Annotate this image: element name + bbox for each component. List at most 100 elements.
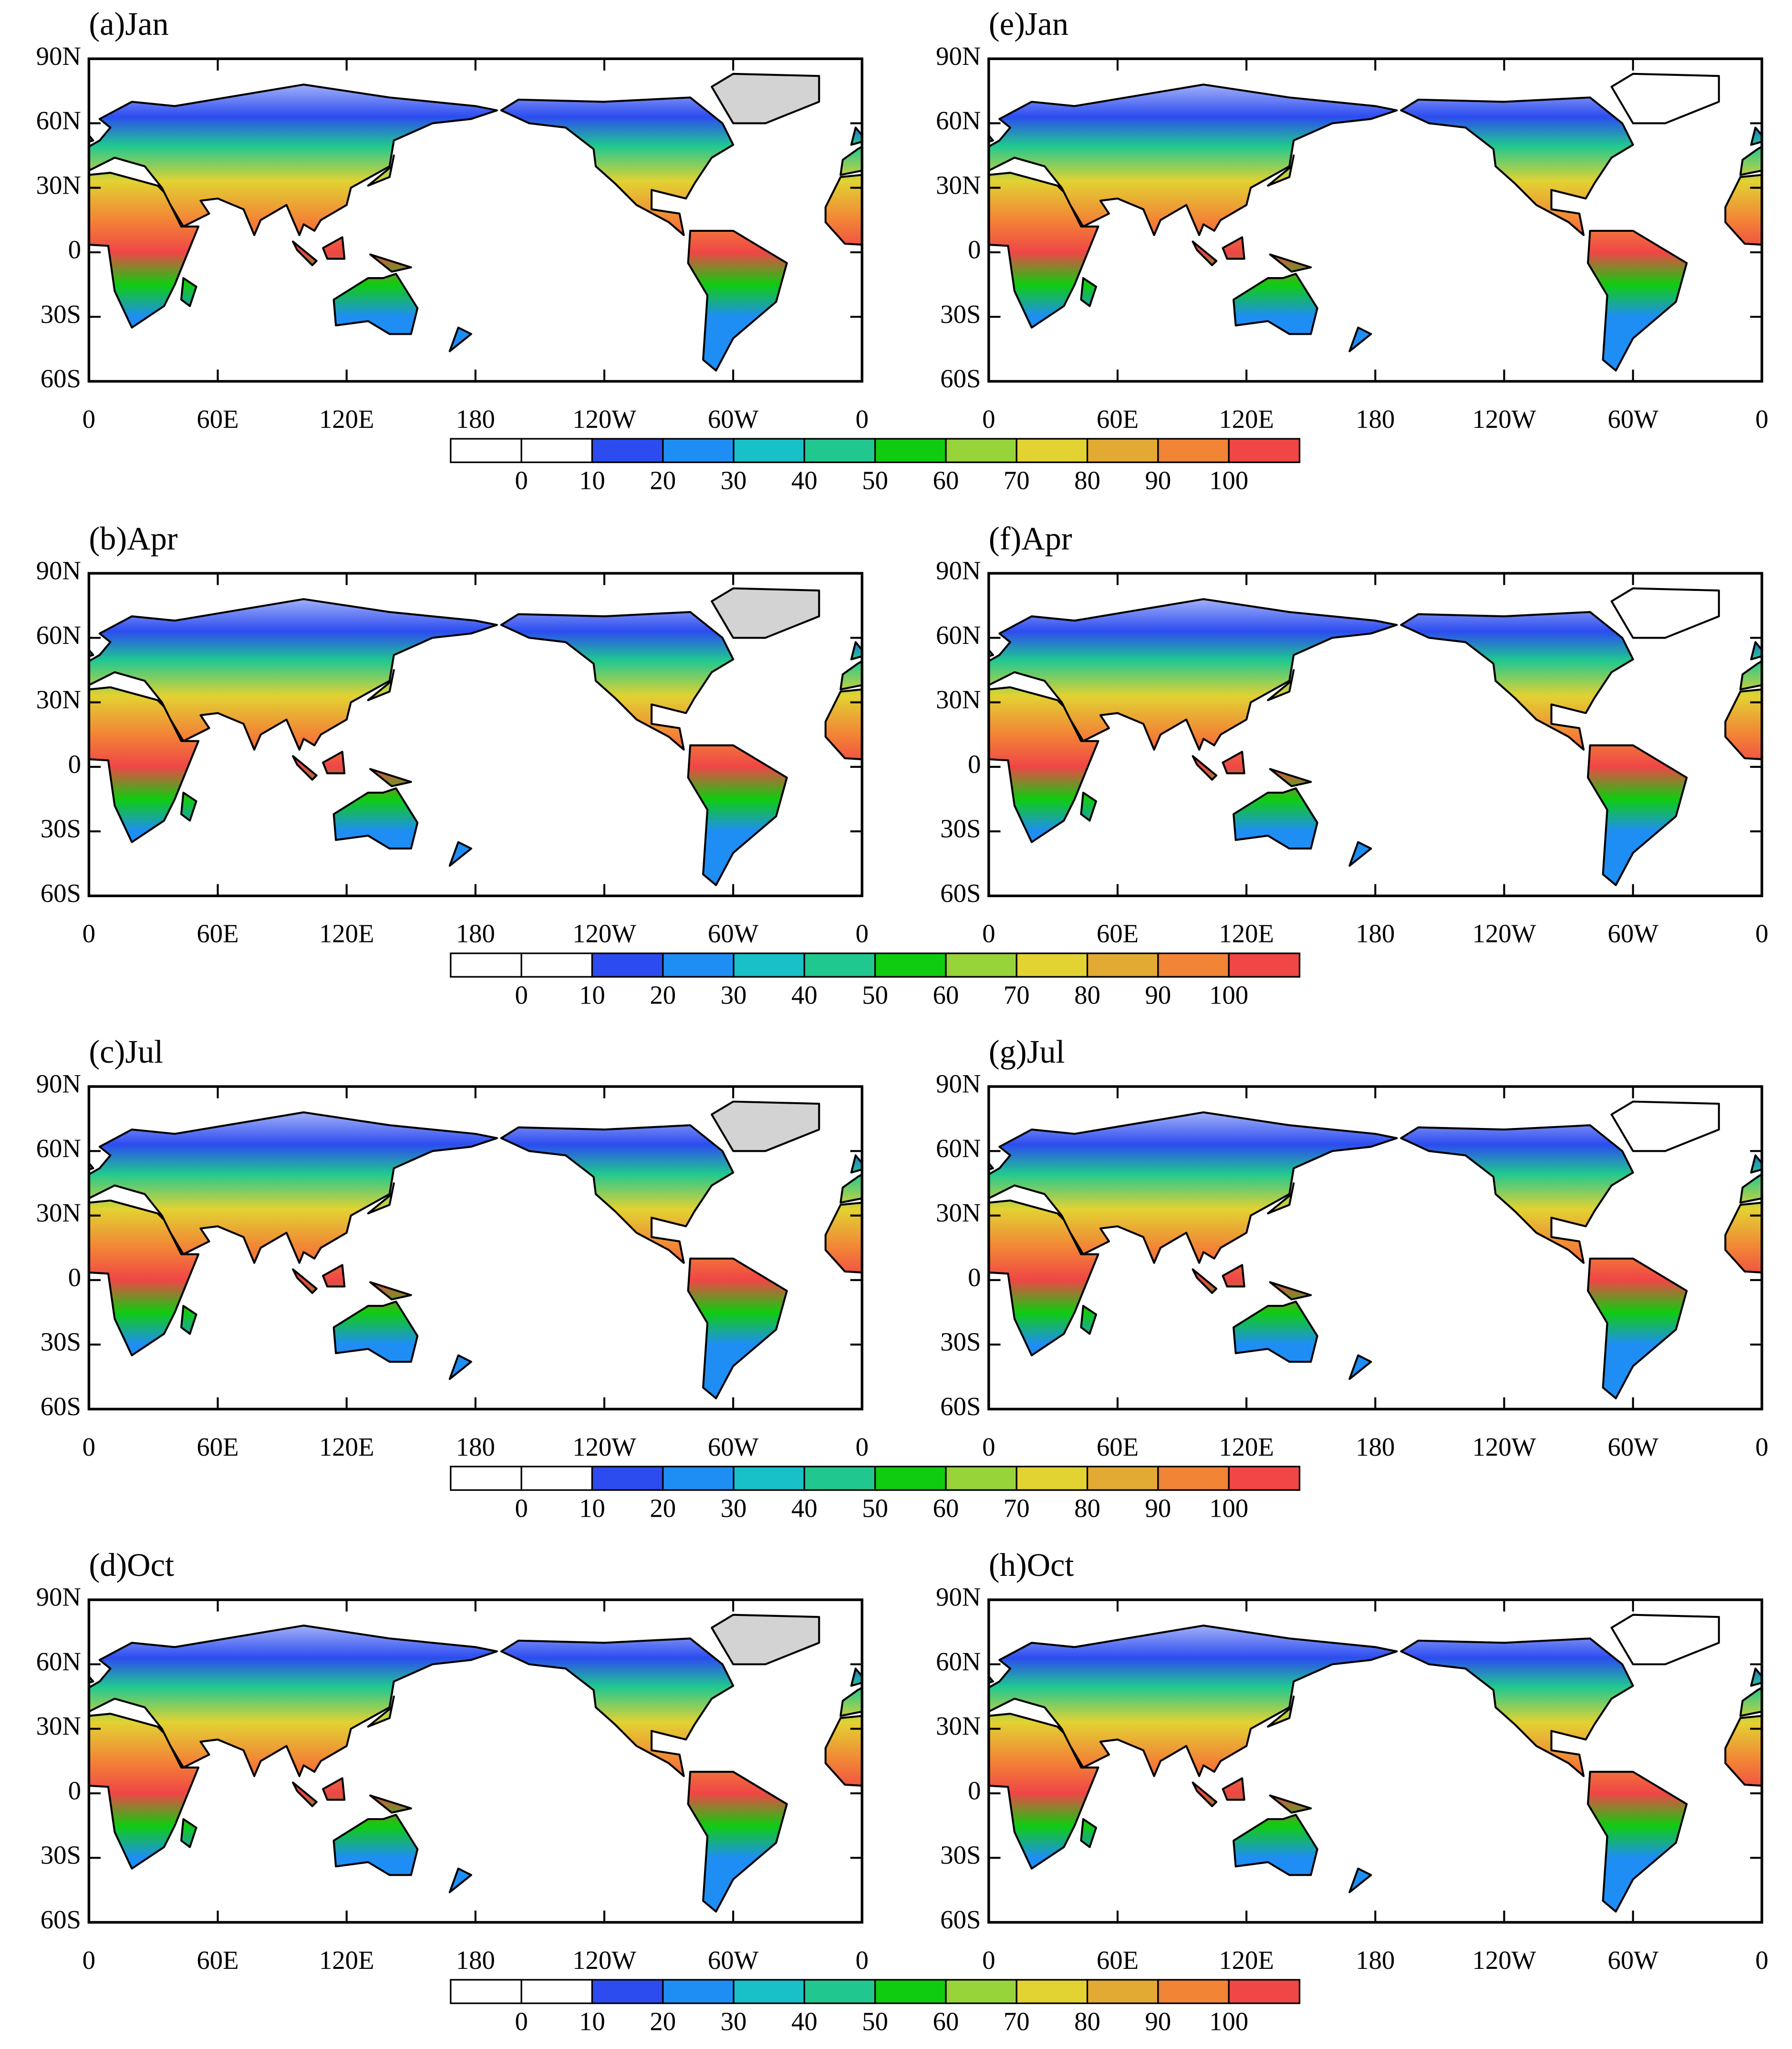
land-mass bbox=[1269, 1281, 1312, 1301]
colorbar-label: 40 bbox=[791, 2007, 818, 2036]
land-mass bbox=[1191, 1268, 1218, 1294]
land-mass bbox=[1587, 1257, 1688, 1399]
colorbar-box bbox=[1086, 952, 1159, 978]
land-mass bbox=[322, 1264, 346, 1288]
x-tick-label: 0 bbox=[1755, 404, 1768, 434]
land-mass bbox=[824, 174, 862, 246]
x-tick-label: 120E bbox=[1219, 1946, 1274, 1975]
colorbar-box bbox=[591, 438, 664, 463]
colorbar-label: 40 bbox=[791, 466, 818, 495]
x-tick-label: 60E bbox=[197, 1946, 238, 1975]
land-mass bbox=[1348, 841, 1372, 867]
colorbar-label: 40 bbox=[791, 1493, 818, 1522]
land bbox=[89, 1614, 1560, 1913]
land-mass bbox=[988, 1713, 1099, 1870]
land-mass bbox=[1461, 1772, 1560, 1912]
x-tick-label: 120W bbox=[572, 919, 636, 948]
colorbar-box bbox=[803, 1466, 876, 1491]
colorbar-label: 100 bbox=[1209, 2007, 1248, 2036]
x-tick-label: 60E bbox=[1097, 1946, 1139, 1975]
y-tick-label: 60N bbox=[936, 1134, 981, 1163]
x-tick-label: 0 bbox=[856, 919, 869, 948]
colorbar-box bbox=[1157, 952, 1230, 978]
colorbar-label: 0 bbox=[515, 2007, 528, 2036]
colorbar-box bbox=[945, 952, 1017, 978]
land-mass bbox=[1143, 254, 1184, 271]
colorbar-label: 80 bbox=[1074, 466, 1100, 495]
land-mass bbox=[1724, 174, 1762, 246]
colorbar-label: 50 bbox=[862, 980, 888, 1009]
land-mass bbox=[1107, 274, 1191, 334]
colorbar-box bbox=[1157, 438, 1230, 463]
panel-title: (c)Jul bbox=[89, 1034, 163, 1070]
land-mass bbox=[711, 587, 820, 639]
land-mass bbox=[1223, 1356, 1244, 1379]
land-mass bbox=[1267, 669, 1295, 702]
y-tick-label: 60S bbox=[940, 879, 981, 908]
x-tick-label: 0 bbox=[856, 1946, 869, 1975]
land-mass bbox=[1587, 229, 1688, 372]
land-mass bbox=[1223, 328, 1244, 352]
land-mass bbox=[988, 83, 1398, 236]
land-mass bbox=[850, 1667, 862, 1687]
x-tick-label: 120E bbox=[1219, 404, 1274, 434]
colorbar: 0 10 20 30 40 50 60 70 80 90 100 bbox=[450, 952, 1301, 1009]
y-tick-label: 90N bbox=[936, 556, 981, 585]
x-tick-label: 180 bbox=[1356, 1946, 1395, 1975]
colorbar-box bbox=[450, 952, 522, 978]
land-mass bbox=[1223, 842, 1244, 866]
land-mass bbox=[1223, 1869, 1244, 1893]
land-mass bbox=[500, 611, 735, 751]
land-mass bbox=[1724, 688, 1762, 760]
land-mass bbox=[1400, 611, 1634, 751]
colorbar-label: 80 bbox=[1074, 2007, 1100, 2036]
y-tick-label: 0 bbox=[968, 1776, 981, 1805]
colorbar-label: 90 bbox=[1145, 2007, 1171, 2036]
land-mass bbox=[1107, 1815, 1191, 1875]
land-mass bbox=[1143, 1795, 1184, 1812]
colorbar-label: 90 bbox=[1145, 1493, 1171, 1522]
land-mass bbox=[332, 787, 419, 850]
x-tick-label: 0 bbox=[83, 404, 95, 434]
y-tick-label: 30S bbox=[41, 1841, 81, 1870]
land-mass bbox=[180, 1304, 197, 1335]
colorbar-box bbox=[450, 1979, 522, 2004]
colorbar-label: 30 bbox=[721, 466, 747, 495]
colorbar-label: 70 bbox=[1004, 980, 1030, 1009]
land-mass bbox=[292, 1268, 318, 1294]
colorbar-box bbox=[520, 1466, 593, 1491]
colorbar-box bbox=[945, 1466, 1017, 1491]
land-mass bbox=[850, 1154, 862, 1174]
land-mass bbox=[988, 598, 1398, 751]
y-tick-label: 0 bbox=[68, 1263, 81, 1292]
x-tick-label: 180 bbox=[1356, 919, 1395, 948]
land-mass bbox=[332, 1300, 419, 1363]
colorbar-box bbox=[733, 1979, 806, 2004]
land-mass bbox=[1739, 145, 1762, 176]
y-tick-label: 60N bbox=[936, 1647, 981, 1676]
x-tick-label: 120E bbox=[319, 1432, 374, 1461]
colorbar-box bbox=[945, 438, 1017, 463]
x-tick-label: 180 bbox=[1356, 1432, 1395, 1461]
land-mass bbox=[500, 1637, 735, 1777]
land-mass bbox=[89, 1713, 200, 1870]
land-mass bbox=[687, 1257, 788, 1399]
colorbar-box bbox=[733, 952, 806, 978]
y-tick-label: 90N bbox=[936, 41, 981, 71]
y-tick-label: 60N bbox=[36, 1134, 81, 1163]
land-mass bbox=[1222, 236, 1245, 260]
y-tick-label: 60S bbox=[940, 1392, 981, 1421]
x-tick-label: 180 bbox=[456, 404, 495, 434]
colorbar-box bbox=[1228, 438, 1301, 463]
colorbar-box bbox=[520, 438, 593, 463]
land-mass bbox=[1587, 744, 1688, 886]
y-tick-label: 60S bbox=[41, 364, 81, 393]
colorbar-box bbox=[450, 1466, 522, 1491]
colorbar-label: 80 bbox=[1074, 980, 1100, 1009]
land-mass bbox=[1739, 1173, 1762, 1204]
colorbar-box bbox=[1228, 952, 1301, 978]
